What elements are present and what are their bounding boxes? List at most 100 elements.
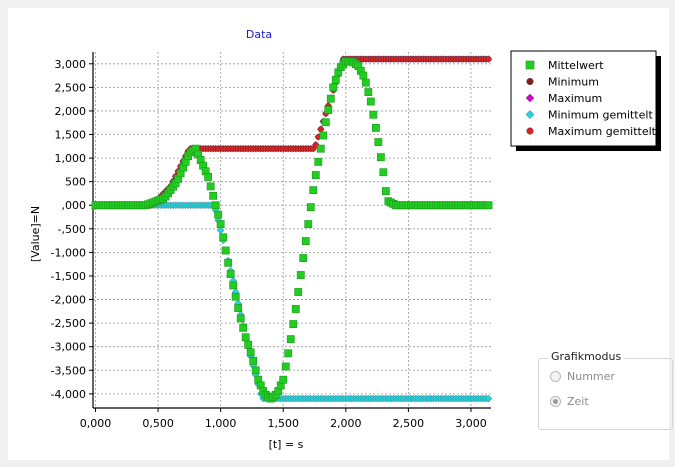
x-tick-label: 0,000 [80,417,112,430]
data-point [296,271,305,279]
radio-nummer-label: Nummer [567,370,615,383]
radio-nummer[interactable]: Nummer [550,370,615,383]
data-series [91,55,493,403]
legend-marker [525,60,535,70]
data-point [329,83,338,92]
data-point [294,288,303,296]
data-point [246,348,255,357]
legend-marker [526,77,534,85]
data-point [244,340,253,349]
data-point [485,56,492,62]
data-point [236,314,245,323]
grafikmodus-frame [538,358,673,430]
x-tick-label: 2,000 [330,417,362,430]
y-tick-label: 2,500 [55,81,87,94]
data-point [324,106,333,114]
data-point [216,220,225,229]
data-point [286,335,295,344]
data-point [304,220,313,229]
data-point [371,124,380,132]
data-point [311,171,320,179]
data-point [284,349,293,358]
data-point [289,320,298,328]
radio-zeit[interactable]: Zeit [550,395,589,408]
legend-label: Minimum gemittelt [548,109,653,122]
legend-box [510,50,657,147]
data-point [214,210,223,219]
data-point [309,186,318,195]
data-point [359,71,368,80]
y-tick-label: -1,500 [51,270,86,283]
data-point [369,110,378,119]
y-tick-label: -4,000 [51,388,86,401]
data-chart: Data 3,000 2,500 2,000 1,500 1,000 500 ,000 -,5… [29,28,661,451]
data-point [364,88,373,96]
data-point [211,201,220,210]
data-point [321,118,330,127]
x-tick-label: 2,500 [393,417,425,430]
data-point [314,157,323,166]
data-point [317,126,324,133]
data-point [234,304,243,312]
data-point [221,246,230,255]
x-tick-label: 1,000 [205,417,237,430]
y-tick-label: ,000 [62,199,87,212]
data-point [306,203,315,212]
radio-nummer-circle[interactable] [550,371,561,382]
grafikmodus-title: Grafikmodus [548,350,625,363]
data-point [331,75,340,84]
legend-label: Mittelwert [548,59,604,72]
y-tick-label: -3,000 [51,341,86,354]
data-point [326,94,335,103]
data-point [249,356,258,365]
legend-label: Maximum [548,92,602,105]
x-tick-label: 3,000 [455,417,487,430]
chart-panel: Data 3,000 2,500 2,000 1,500 1,000 500 ,000 -,5… [8,8,673,460]
series-mittelwert [91,57,493,403]
y-tick-label: 500 [65,176,86,189]
data-point [231,292,240,301]
data-point [209,191,218,200]
legend-marker [525,110,535,119]
data-point [219,233,228,242]
y-tick-label: 1,000 [55,152,87,165]
radio-zeit-label: Zeit [567,395,589,408]
data-point [226,270,235,278]
y-tick-label: 1,500 [55,129,87,142]
data-point [251,366,260,375]
data-point [224,258,233,267]
grid [93,52,491,408]
data-point [204,173,213,181]
y-tick-label: -,500 [58,223,86,236]
data-point [291,305,300,313]
data-point [206,182,215,191]
y-tick-label: -1,000 [51,246,86,259]
chart-title: Data [246,28,272,41]
x-tick-label: 1,500 [267,417,299,430]
x-axis-label: [t] = s [269,438,304,451]
data-point [299,254,308,262]
data-point [301,237,310,245]
legend-label: Minimum [548,76,599,89]
y-tick-label: -2,500 [51,317,86,330]
data-point [379,168,388,177]
data-point [484,201,493,210]
legend: Mittelwert Minimum Maximum Minimum gemittel… [510,50,661,151]
y-tick-label: 2,000 [55,105,87,118]
data-point [381,187,390,195]
radio-zeit-circle[interactable] [550,396,561,407]
data-point [376,153,385,162]
grafikmodus-group: Grafikmodus Nummer Zeit [538,350,673,430]
y-tick-label: -2,000 [51,294,86,307]
legend-label: Maximum gemittelt [548,125,657,138]
x-tick-label: 0,500 [142,417,174,430]
data-point [484,394,493,403]
data-point [239,323,248,332]
data-point [366,97,375,106]
data-point [374,138,383,146]
axes: 3,000 2,500 2,000 1,500 1,000 500 ,000 -,500 -1,… [51,52,491,430]
data-point [281,362,290,371]
y-tick-label: 3,000 [55,58,87,71]
legend-marker [526,127,534,135]
